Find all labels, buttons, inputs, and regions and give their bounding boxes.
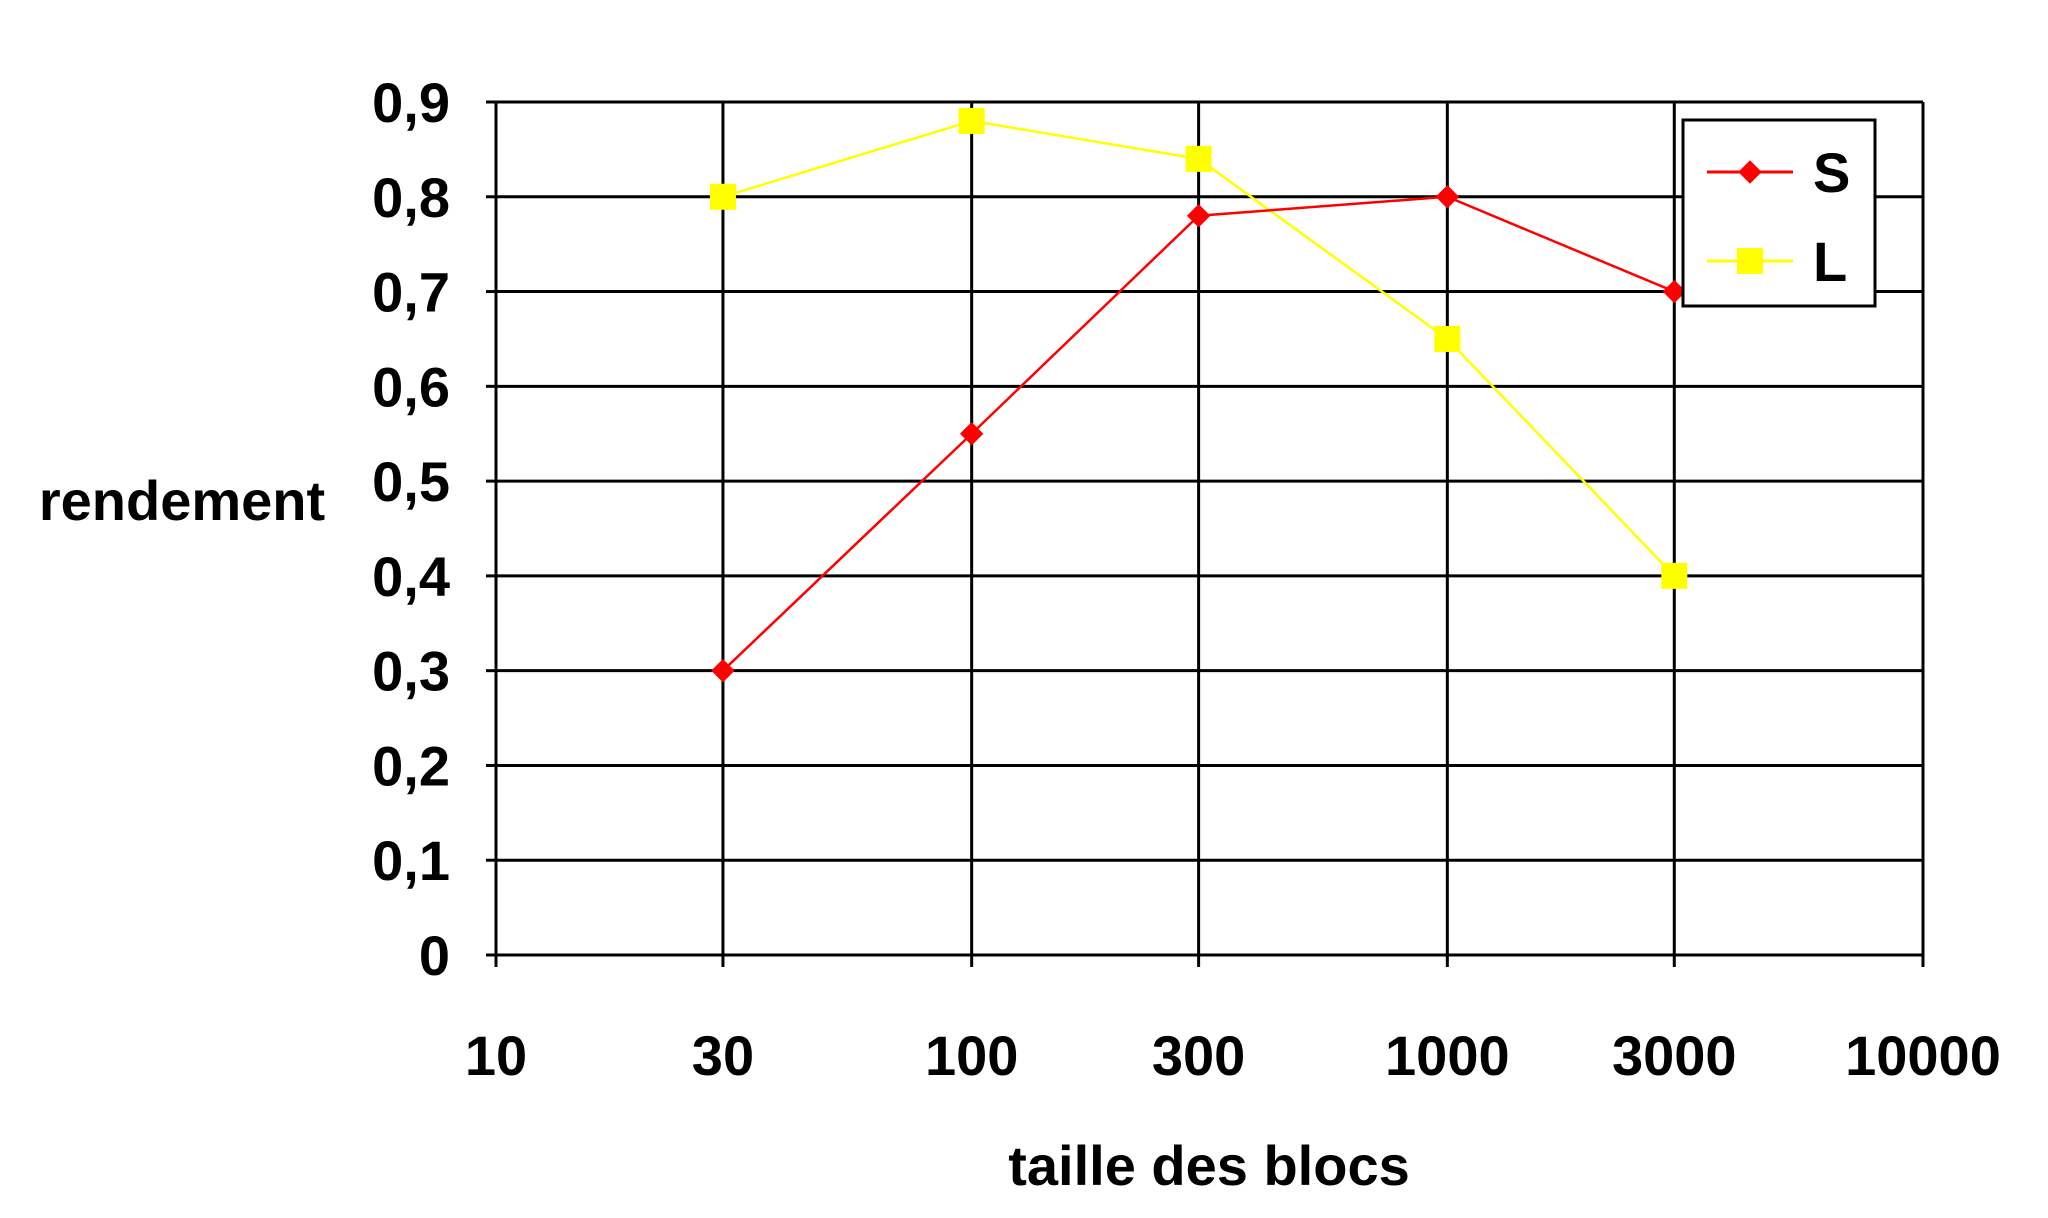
x-tick-label: 3000	[1612, 1024, 1737, 1087]
data-point-l	[1661, 562, 1688, 589]
x-tick-label: 300	[1152, 1024, 1245, 1087]
series-layer	[709, 107, 1688, 683]
y-tick-label: 0,2	[372, 734, 450, 797]
grid-lines	[496, 100, 1923, 955]
y-tick-label: 0,3	[372, 640, 450, 703]
legend-marker-l	[1737, 248, 1763, 274]
data-point-l	[958, 107, 985, 134]
y-tick-label: 0	[419, 924, 450, 987]
x-tick-labels: 10 30 100 300 1000 3000 10000	[465, 1024, 2001, 1087]
y-tick-label: 0,4	[372, 545, 450, 608]
data-point-s	[711, 658, 735, 683]
x-tick-label: 1000	[1385, 1024, 1510, 1087]
legend: SL	[1681, 118, 1877, 308]
data-point-l	[709, 183, 736, 210]
y-tick-label: 0,7	[372, 261, 450, 324]
axes	[486, 100, 1925, 967]
legend-box	[1681, 118, 1877, 308]
x-tick-label: 10000	[1845, 1024, 2001, 1087]
data-point-s	[1186, 204, 1211, 228]
data-point-l	[1434, 325, 1461, 352]
y-tick-label: 0,9	[372, 71, 450, 134]
y-tick-label: 0,8	[372, 166, 450, 229]
data-point-s	[1435, 185, 1460, 209]
legend-label-l: L	[1813, 230, 1847, 293]
y-tick-label: 0,6	[372, 355, 450, 418]
legend-label-s: S	[1813, 141, 1850, 204]
data-point-l	[1185, 145, 1212, 172]
y-tick-labels: 0 0,1 0,2 0,3 0,4 0,5 0,6 0,7 0,8 0,9	[372, 71, 450, 987]
x-tick-label: 10	[465, 1024, 527, 1087]
y-tick-label: 0,1	[372, 829, 450, 892]
y-tick-label: 0,5	[372, 450, 450, 513]
data-point-s	[959, 422, 984, 446]
y-axis-title: rendement	[39, 469, 325, 532]
legend-marker-s	[1738, 160, 1762, 184]
x-axis-title: taille des blocs	[1008, 1134, 1410, 1197]
x-tick-label: 30	[692, 1024, 754, 1087]
x-tick-label: 100	[925, 1024, 1018, 1087]
